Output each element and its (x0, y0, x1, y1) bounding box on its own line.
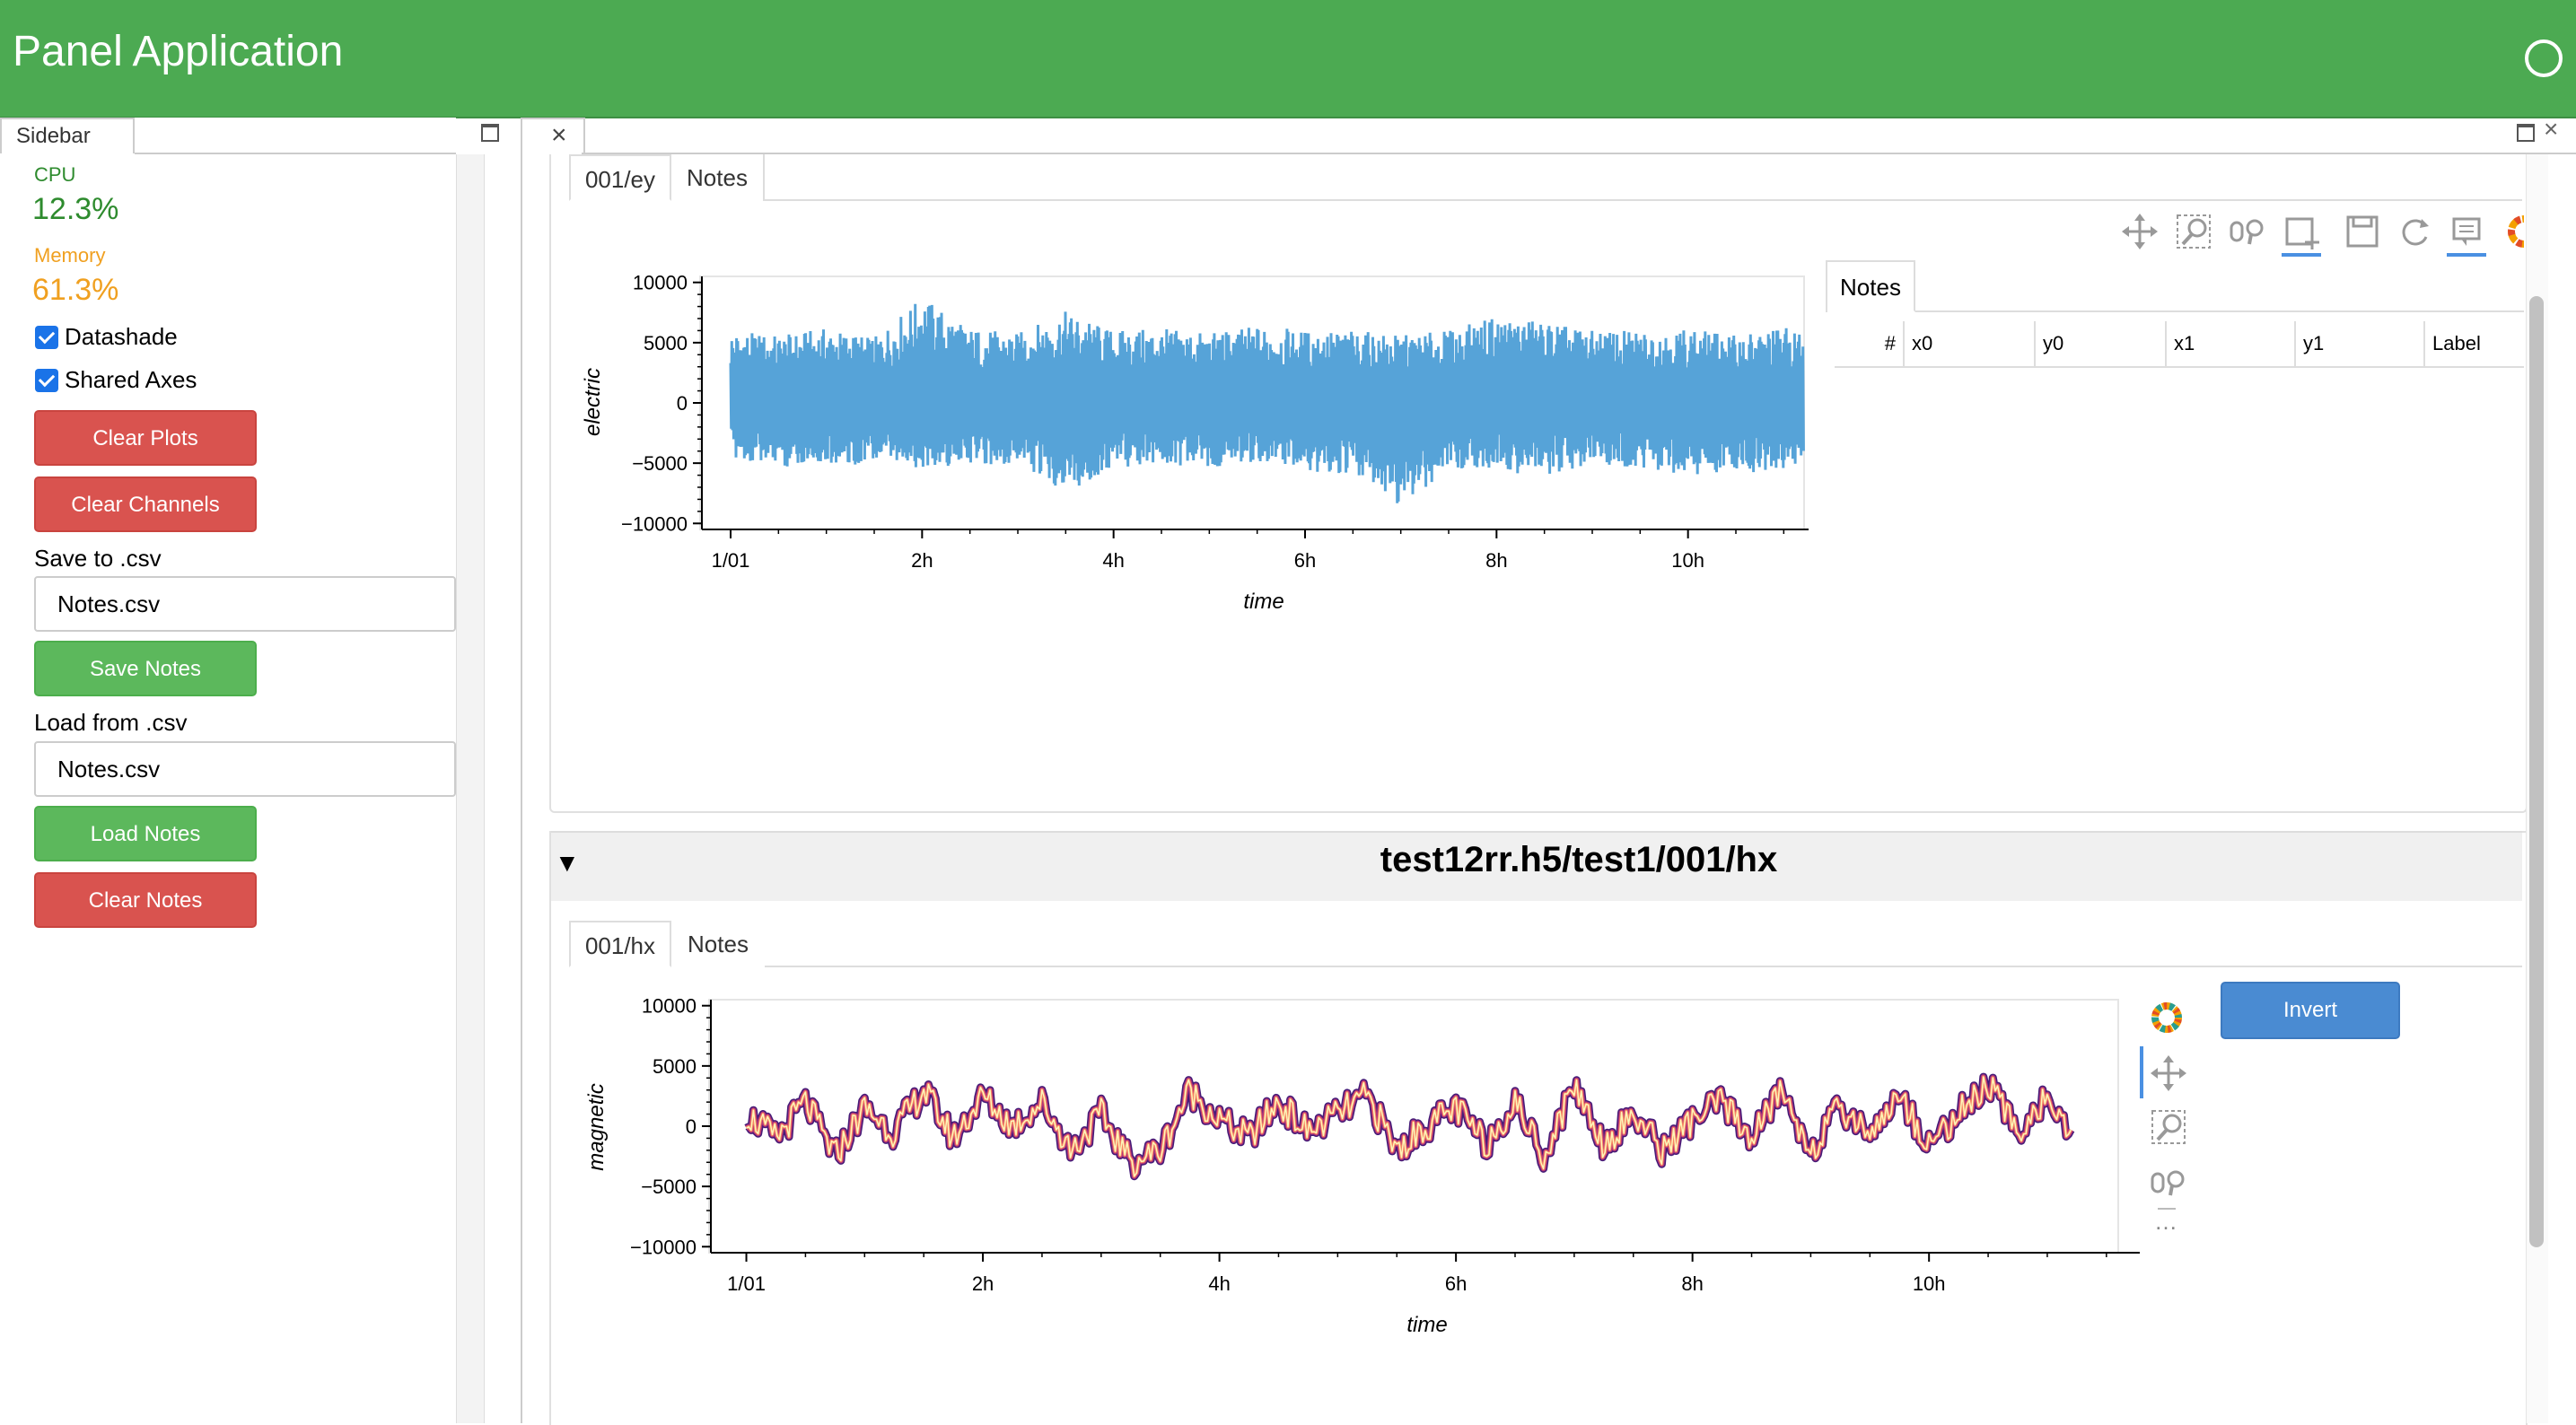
y-axis-title: electric (581, 368, 605, 436)
column-header-index[interactable]: # (1835, 321, 1905, 366)
save-csv-label: Save to .csv (34, 545, 162, 572)
y-tick-label: −5000 (632, 452, 688, 475)
maximize-icon[interactable] (2517, 124, 2535, 142)
x-tick-label: 1/01 (727, 1272, 766, 1295)
x-tick-label: 10h (1913, 1272, 1946, 1295)
invert-button[interactable]: Invert (2221, 982, 2400, 1039)
clear-channels-button[interactable]: Clear Channels (34, 476, 257, 532)
save-csv-input[interactable]: Notes.csv (34, 576, 456, 632)
tab-divider (765, 199, 2522, 201)
tab-notes[interactable]: Notes (671, 154, 765, 201)
cpu-value: 12.3% (32, 192, 119, 226)
y-axis-title: magnetic (584, 1083, 609, 1170)
notes-tab-edge (1826, 310, 1827, 312)
main-panel-border (521, 154, 522, 1423)
memory-label: Memory (34, 244, 106, 267)
panel-close-icon[interactable]: × (2544, 115, 2559, 143)
clear-notes-button[interactable]: Clear Notes (34, 872, 257, 928)
load-notes-button[interactable]: Load Notes (34, 806, 257, 861)
tab-001-ey[interactable]: 001/ey (569, 154, 671, 201)
box-zoom-icon[interactable] (2149, 1107, 2186, 1144)
column-header-label[interactable]: Label (2432, 332, 2481, 354)
x-tick-label: 6h (1445, 1272, 1467, 1295)
sidebar-splitter[interactable] (456, 154, 485, 1423)
electric-chart[interactable]: 10000 5000 0 −5000 −10000 1/01 2h 4h 6h 8h 10h ti… (565, 260, 1822, 637)
datashade-label: Datashade (65, 323, 178, 350)
card-title: test12rr.h5/test1/001/hx (1380, 840, 1778, 879)
reset-icon[interactable] (2395, 212, 2434, 251)
y-tick-label: 0 (677, 392, 688, 415)
column-header-x1[interactable]: x1 (2167, 321, 2296, 366)
x-tick-label: 6h (1294, 549, 1316, 572)
save-notes-button[interactable]: Save Notes (34, 641, 257, 696)
box-edit-icon[interactable] (2282, 212, 2321, 257)
maximize-icon[interactable] (481, 124, 499, 142)
shared-axes-label: Shared Axes (65, 366, 197, 393)
load-csv-input[interactable]: Notes.csv (34, 741, 456, 797)
pan-icon[interactable] (2149, 1053, 2186, 1091)
y-tick-label: 5000 (653, 1055, 697, 1078)
magnetic-series-line (746, 1076, 2072, 1177)
y-tick-label: 0 (686, 1115, 697, 1138)
x-tick-label: 10h (1671, 549, 1704, 572)
tab-divider (765, 966, 2522, 967)
toolbar-divider (2158, 1208, 2176, 1210)
box-zoom-icon[interactable] (2174, 212, 2213, 251)
notes-tab-divider (1915, 310, 2524, 312)
active-tool-marker (2140, 1046, 2143, 1098)
clear-plots-button[interactable]: Clear Plots (34, 410, 257, 466)
wheel-zoom-icon[interactable] (2228, 212, 2267, 251)
datashade-checkbox[interactable] (35, 326, 58, 349)
y-tick-label: −5000 (641, 1176, 697, 1198)
y-tick-label: −10000 (630, 1236, 697, 1258)
app-header (0, 0, 2576, 118)
main-tab[interactable] (521, 118, 585, 155)
y-tick-label: 10000 (642, 995, 697, 1018)
bokeh-logo-icon[interactable] (2506, 214, 2524, 249)
electric-series-line (729, 303, 1805, 503)
magnetic-chart[interactable]: 10000 5000 0 −5000 −10000 1/01 2h 4h 6h 8h 10h ti… (565, 987, 2145, 1364)
x-tick-label: 4h (1208, 1272, 1230, 1295)
tab-001-hx[interactable]: 001/hx (569, 921, 671, 967)
sidebar-tab[interactable]: Sidebar (0, 118, 135, 153)
x-tick-label: 2h (972, 1272, 994, 1295)
close-icon[interactable]: × (551, 120, 567, 150)
scrollbar-thumb[interactable] (2529, 296, 2544, 1247)
y-tick-label: 5000 (644, 332, 688, 354)
x-tick-label: 4h (1102, 549, 1124, 572)
x-axis-title: time (1406, 1313, 1447, 1337)
x-tick-label: 8h (1681, 1272, 1703, 1295)
y-tick-label: −10000 (621, 512, 688, 535)
tab-notes-table[interactable]: Notes (1826, 260, 1915, 312)
tab-notes[interactable]: Notes (688, 931, 749, 957)
notes-header-divider (1835, 366, 2524, 368)
memory-value: 61.3% (32, 273, 119, 307)
cpu-label: CPU (34, 163, 76, 186)
bokeh-logo-icon[interactable] (2149, 1000, 2185, 1036)
card-header[interactable] (551, 831, 2522, 901)
y-tick-label: 10000 (633, 272, 688, 294)
x-tick-label: 2h (911, 549, 933, 572)
x-tick-label: 8h (1485, 549, 1507, 572)
hover-icon[interactable] (2447, 212, 2486, 257)
pan-icon[interactable] (2120, 212, 2160, 251)
main-tab-divider (582, 153, 2576, 154)
column-header-y0[interactable]: y0 (2036, 321, 2167, 366)
column-header-y1[interactable]: y1 (2296, 321, 2425, 366)
x-tick-label: 1/01 (712, 549, 750, 572)
save-icon[interactable] (2343, 212, 2382, 251)
app-title: Panel Application (13, 28, 344, 75)
load-csv-label: Load from .csv (34, 709, 188, 736)
column-header-x0[interactable]: x0 (1905, 321, 2036, 366)
wheel-zoom-icon[interactable] (2149, 1163, 2185, 1199)
more-tools-icon[interactable]: … (2154, 1208, 2177, 1235)
x-axis-title: time (1243, 590, 1284, 614)
sidebar-tab-divider (135, 153, 456, 154)
busy-indicator-icon (2525, 39, 2563, 77)
shared-axes-checkbox[interactable] (35, 369, 58, 392)
collapse-caret-icon[interactable]: ▼ (555, 849, 580, 877)
